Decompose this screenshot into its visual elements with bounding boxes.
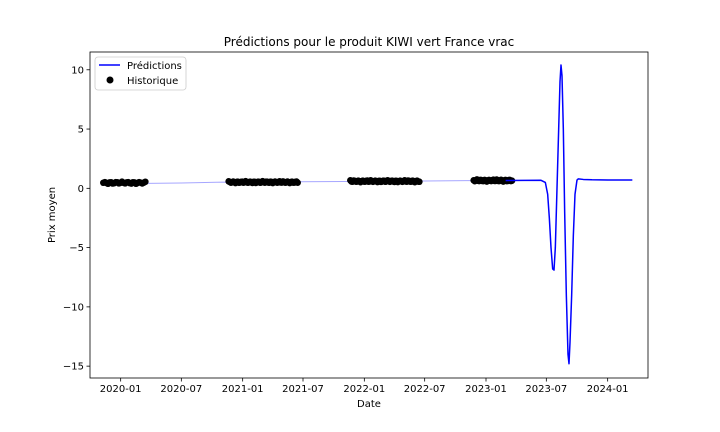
- x-tick-label: 2024-01: [587, 384, 629, 395]
- y-tick-label: 5: [78, 125, 84, 136]
- y-tick-label: 0: [78, 184, 84, 195]
- x-tick-label: 2021-07: [282, 384, 324, 395]
- x-tick-label: 2020-01: [100, 384, 142, 395]
- historique-point: [416, 178, 423, 186]
- chart-title: Prédictions pour le produit KIWI vert Fr…: [224, 35, 515, 49]
- legend: Prédictions Historique: [94, 56, 187, 91]
- x-tick-label: 2022-07: [404, 384, 446, 395]
- x-axis-label: Date: [357, 399, 381, 410]
- x-tick-label: 2023-01: [465, 384, 507, 395]
- legend-label-predictions: Prédictions: [127, 60, 182, 72]
- y-tick-label: 10: [71, 65, 84, 76]
- y-axis: −15 −10 −5 0 5 10: [63, 65, 90, 373]
- legend-label-historique: Historique: [127, 76, 178, 87]
- y-tick-label: −5: [69, 243, 84, 254]
- x-tick-label: 2021-01: [222, 384, 264, 395]
- x-tick-label: 2022-01: [343, 384, 385, 395]
- y-tick-label: −15: [63, 362, 84, 373]
- y-axis-label: Prix moyen: [47, 187, 58, 243]
- y-tick-label: −10: [63, 302, 84, 313]
- legend-marker-historique: [106, 76, 114, 84]
- plot-area: [100, 64, 633, 365]
- historique-point: [142, 178, 149, 186]
- x-tick-label: 2023-07: [525, 384, 567, 395]
- predictions-line: [505, 64, 633, 365]
- plot-frame: [89, 51, 649, 379]
- x-axis: 2020-01 2020-07 2021-01 2021-07 2022-01 2022-…: [100, 378, 629, 395]
- x-tick-label: 2020-07: [160, 384, 202, 395]
- historique-point: [294, 179, 301, 186]
